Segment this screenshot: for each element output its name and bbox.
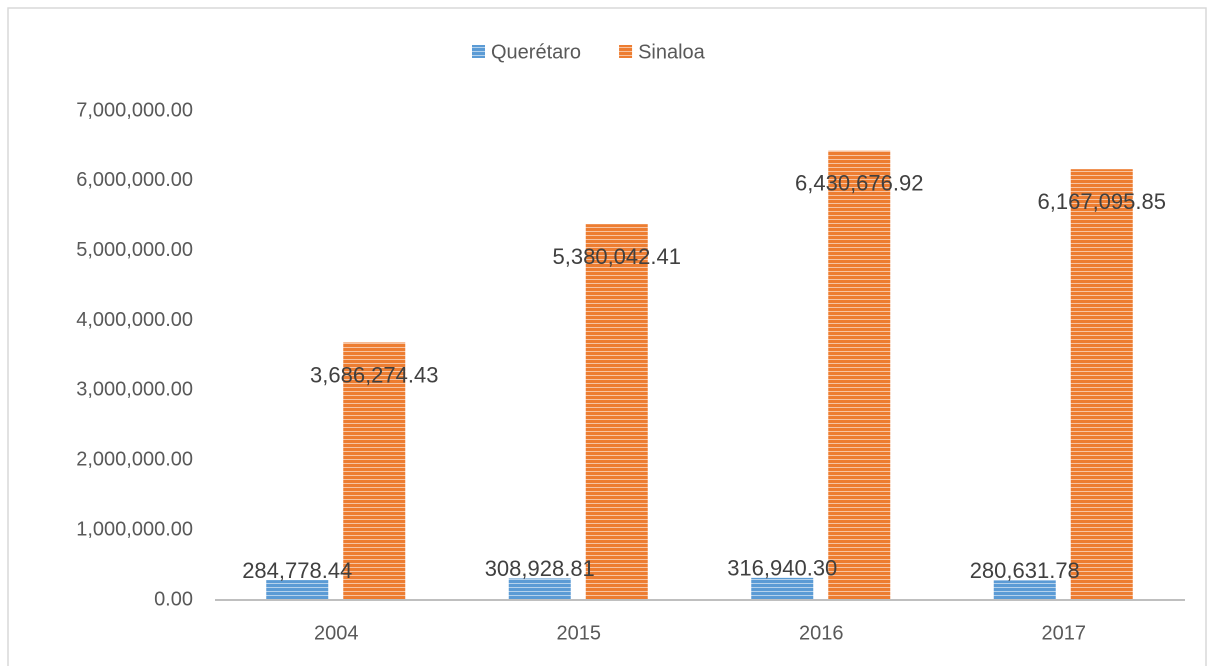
y-tick-label: 0.00 bbox=[154, 588, 193, 610]
bar bbox=[343, 342, 406, 600]
y-tick-label: 7,000,000.00 bbox=[76, 99, 193, 121]
legend-label: Querétaro bbox=[491, 41, 581, 63]
data-label: 316,940.30 bbox=[727, 556, 837, 581]
data-label: 284,778.44 bbox=[242, 558, 352, 583]
bar bbox=[1070, 169, 1133, 600]
y-tick-label: 5,000,000.00 bbox=[76, 239, 193, 261]
legend-label: Sinaloa bbox=[638, 41, 706, 63]
bar bbox=[993, 580, 1056, 600]
y-tick-label: 1,000,000.00 bbox=[76, 518, 193, 540]
bar bbox=[266, 580, 329, 600]
data-label: 6,430,676.92 bbox=[795, 171, 923, 196]
bar bbox=[585, 224, 648, 601]
x-tick-label: 2017 bbox=[1042, 622, 1087, 644]
y-tick-label: 4,000,000.00 bbox=[76, 309, 193, 331]
legend-swatch bbox=[619, 45, 633, 58]
bar bbox=[508, 578, 571, 600]
data-label: 6,167,095.85 bbox=[1038, 189, 1166, 214]
x-tick-label: 2004 bbox=[314, 622, 359, 644]
data-label: 308,928.81 bbox=[485, 556, 595, 581]
legend-swatch bbox=[472, 45, 485, 58]
y-tick-label: 6,000,000.00 bbox=[76, 169, 193, 191]
data-label: 5,380,042.41 bbox=[553, 244, 681, 269]
x-tick-label: 2015 bbox=[557, 622, 602, 644]
y-tick-label: 2,000,000.00 bbox=[76, 449, 193, 471]
y-tick-label: 3,000,000.00 bbox=[76, 379, 193, 401]
bar bbox=[828, 150, 891, 600]
data-label: 3,686,274.43 bbox=[310, 362, 438, 387]
chart-frame bbox=[7, 7, 1207, 666]
data-label: 280,631.78 bbox=[970, 558, 1080, 583]
x-tick-label: 2016 bbox=[799, 622, 844, 644]
bar bbox=[751, 577, 814, 600]
